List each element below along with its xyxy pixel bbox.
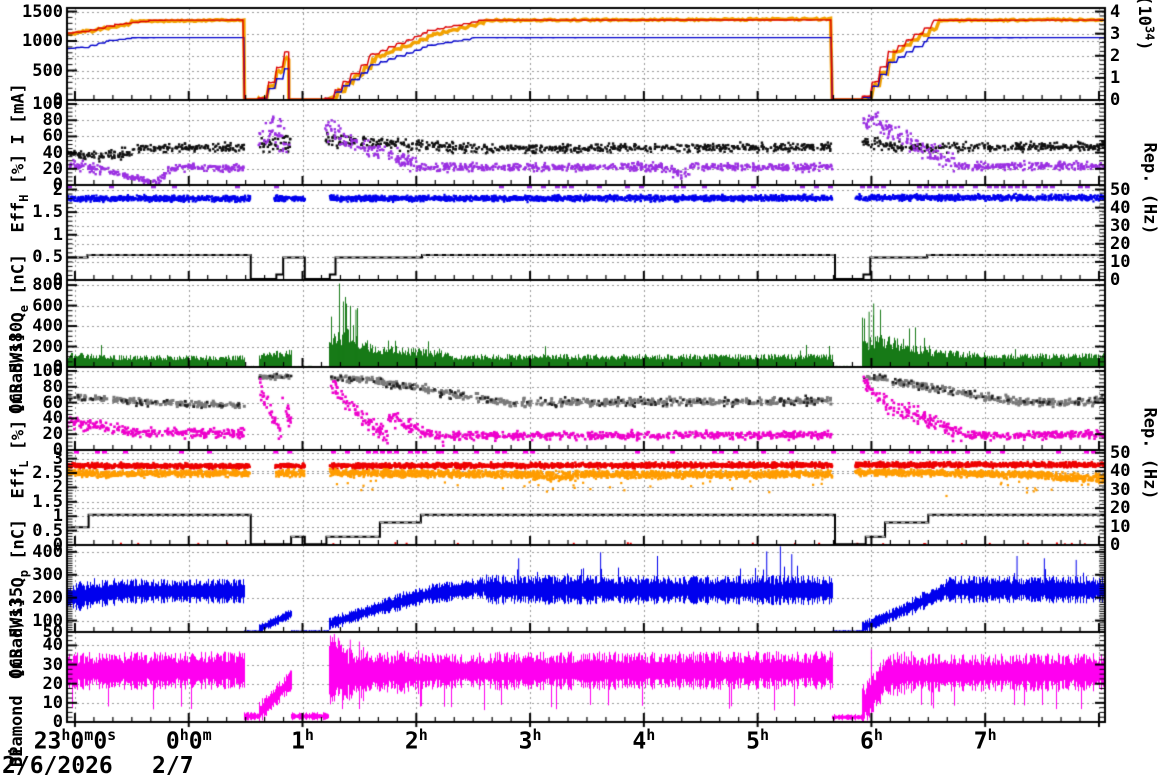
y-tick-label: 600 <box>32 295 63 316</box>
y-tick-label: 0 <box>52 357 63 377</box>
y-tick-label: 100 <box>32 360 63 381</box>
x-tick-label: 0h0m <box>165 726 212 755</box>
x-tick-label: 6h <box>859 726 883 755</box>
date-label-next-day: 2/7 <box>152 753 194 779</box>
y-tick-label: 20 <box>42 673 63 694</box>
y-tick-label: 80 <box>42 376 63 397</box>
x-tick-label: 3h <box>518 726 542 755</box>
y-tick-label: 100 <box>32 610 63 631</box>
y-tick-label: 1.5 <box>32 491 63 512</box>
y-tick-label: 20 <box>42 424 63 445</box>
right-tick-label: 50 <box>1110 179 1131 200</box>
date-label-start: 2/6/2026 <box>2 753 113 779</box>
right-tick-label: 3 <box>1110 23 1121 44</box>
y-tick-label: 40 <box>42 635 63 656</box>
y-tick-label: 1.5 <box>32 202 63 223</box>
right-tick-label: 0 <box>1110 90 1121 110</box>
y-tick-label: 0 <box>52 175 63 195</box>
y-tick-label: 1 <box>52 224 63 245</box>
y-tick-label: 0.5 <box>32 247 63 268</box>
y-tick-label: 30 <box>42 654 63 675</box>
right-tick-label: 2 <box>1110 45 1121 66</box>
right-tick-label: 50 <box>1110 442 1131 463</box>
y-tick-label: 400 <box>32 541 63 562</box>
right-tick-label: 10 <box>1110 516 1131 537</box>
x-tick-label: 7h <box>973 726 997 755</box>
y-tick-label: 3 <box>52 448 63 469</box>
right-tick-label: 20 <box>1110 233 1131 254</box>
y-tick-label: 100 <box>32 94 63 115</box>
y-tick-label: 500 <box>32 60 63 81</box>
right-tick-label: 1 <box>1110 67 1121 88</box>
y-tick-label: 400 <box>32 316 63 337</box>
y-tick-label: 80 <box>42 110 63 131</box>
x-tick-label: 2h <box>404 726 428 755</box>
right-tick-label: 40 <box>1110 197 1131 218</box>
x-tick-label: 5h <box>746 726 770 755</box>
right-tick-label: 30 <box>1110 479 1131 500</box>
y-tick-label: 60 <box>42 126 63 147</box>
y-tick-label: 40 <box>42 408 63 429</box>
y-tick-label: 0 <box>52 90 63 110</box>
y-tick-label: 800 <box>32 275 63 296</box>
right-tick-label: 40 <box>1110 461 1131 482</box>
y-tick-label: 40 <box>42 142 63 163</box>
y-tick-label: 1500 <box>22 1 63 22</box>
y-tick-label: 200 <box>32 336 63 357</box>
y-tick-label: 1 <box>52 506 63 527</box>
y-tick-label: 0 <box>52 535 63 555</box>
y-tick-label: 20 <box>42 158 63 179</box>
y-tick-label: 50 <box>42 622 63 642</box>
x-tick-label: 1h <box>291 726 314 755</box>
y-tick-label: 0.5 <box>32 520 63 541</box>
y-tick-label: 1000 <box>22 31 63 52</box>
y-tick-label: 0 <box>52 270 63 290</box>
y-tick-label: 0 <box>52 712 63 732</box>
right-tick-label: 30 <box>1110 215 1131 236</box>
y-tick-label: 2.5 <box>32 463 63 484</box>
y-tick-label: 300 <box>32 564 63 585</box>
y-tick-label: 2 <box>52 477 63 498</box>
right-tick-label: 4 <box>1110 1 1121 22</box>
y-tick-label: 2 <box>52 179 63 200</box>
right-tick-label: 0 <box>1110 270 1121 290</box>
right-tick-label: 20 <box>1110 498 1131 519</box>
y-tick-label: 0 <box>52 440 63 460</box>
right-tick-label: 10 <box>1110 251 1131 272</box>
x-tick-label: 4h <box>632 726 656 755</box>
right-tick-label: 0 <box>1110 535 1121 555</box>
x-tick-label: 23h0m0s <box>33 726 117 755</box>
y-tick-label: 60 <box>42 392 63 413</box>
y-tick-label: 200 <box>32 587 63 608</box>
y-tick-label: 10 <box>42 692 63 713</box>
